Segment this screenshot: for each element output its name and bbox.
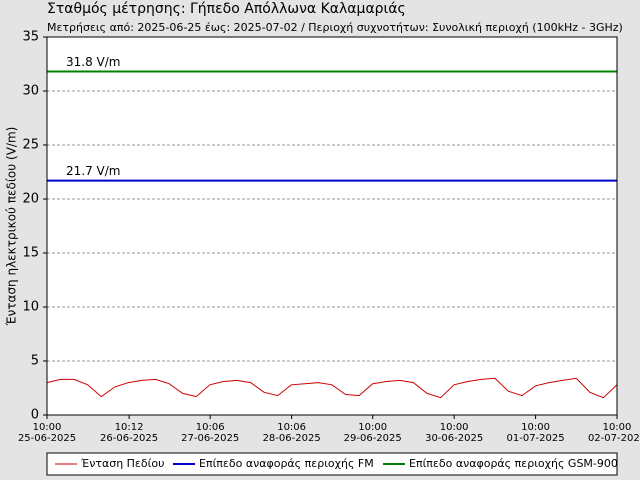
chart-subtitle: Μετρήσεις από: 2025-06-25 έως: 2025-07-0… xyxy=(47,21,623,34)
x-tick-label: 29-06-2025 xyxy=(344,433,402,444)
x-tick-label: 10:06 xyxy=(277,422,306,433)
legend-label: Ένταση Πεδίου xyxy=(80,457,164,470)
y-tick-label: 20 xyxy=(22,192,39,207)
x-tick-label: 01-07-2025 xyxy=(507,433,565,444)
plot-area xyxy=(47,37,617,415)
x-tick-label: 30-06-2025 xyxy=(425,433,483,444)
y-tick-label: 10 xyxy=(22,300,39,315)
chart-title: Σταθμός μέτρησης: Γήπεδο Απόλλωνα Καλαμα… xyxy=(47,1,406,17)
y-tick-label: 30 xyxy=(22,84,39,99)
data-line xyxy=(46,377,618,399)
x-tick-label: 02-07-2025 xyxy=(588,433,640,444)
x-tick-label: 27-06-2025 xyxy=(181,433,239,444)
x-tick-label: 10:00 xyxy=(440,422,469,433)
x-tick-label: 10:00 xyxy=(33,422,62,433)
y-tick-label: 15 xyxy=(22,246,39,261)
reference-label: 21.7 V/m xyxy=(66,164,120,178)
x-tick-label: 10:00 xyxy=(521,422,550,433)
y-tick-label: 5 xyxy=(31,354,39,369)
y-tick-label: 25 xyxy=(22,138,39,153)
plot-border xyxy=(46,36,618,416)
x-tick-label: 10:12 xyxy=(115,422,144,433)
legend xyxy=(46,452,618,476)
x-tick-label: 10:06 xyxy=(196,422,225,433)
legend-label: Επίπεδο αναφοράς περιοχής GSM-900 xyxy=(409,457,618,470)
x-tick-label: 28-06-2025 xyxy=(263,433,321,444)
x-tick-label: 26-06-2025 xyxy=(100,433,158,444)
legend-label: Επίπεδο αναφοράς περιοχής FM xyxy=(199,457,374,470)
x-tick-label: 25-06-2025 xyxy=(18,433,76,444)
x-tick-label: 10:00 xyxy=(603,422,632,433)
reference-label: 31.8 V/m xyxy=(66,55,120,69)
x-tick-label: 10:00 xyxy=(358,422,387,433)
y-tick-label: 0 xyxy=(31,408,39,423)
y-axis-label: Ένταση ηλεκτρικού πεδίου (V/m) xyxy=(5,127,19,327)
y-tick-label: 35 xyxy=(22,30,39,45)
